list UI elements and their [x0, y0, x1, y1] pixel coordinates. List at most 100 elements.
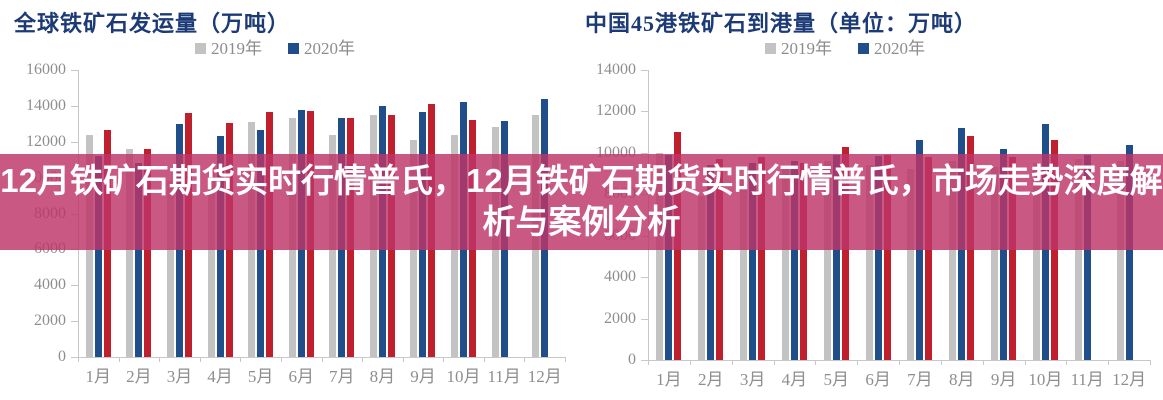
bar-2019年-4月	[781, 167, 789, 360]
y-axis-tick	[71, 105, 78, 107]
bar-2020年-9月	[1000, 148, 1008, 360]
y-axis-tick-label: 0	[628, 351, 636, 368]
x-axis-month-label: 1月	[85, 367, 112, 386]
bar-2019年-8月	[949, 161, 957, 360]
bar-2019年-2月	[126, 148, 134, 357]
bar-2020年-4月	[790, 161, 798, 360]
y-axis-tick-label: 2000	[34, 312, 66, 330]
bar-series2-2月	[144, 148, 152, 357]
headline-line-1: 12月铁矿石期货实时行情普氏，12月铁矿石期货实时行情普氏，市场走势深度解	[0, 162, 1163, 200]
y-axis-tick-label: 12000	[26, 132, 66, 150]
x-axis-tick	[443, 357, 445, 362]
x-axis-tick	[240, 357, 242, 362]
y-axis-tick	[641, 152, 648, 154]
bar-2019年-1月	[656, 152, 664, 360]
bar-series2-5月	[841, 146, 849, 360]
left-chart-legend: 2019年 2020年	[195, 40, 355, 57]
legend-label-2019: 2019年	[211, 38, 262, 58]
x-axis-month-label: 9月	[990, 370, 1017, 389]
x-axis-month-label: 12月	[527, 367, 562, 386]
bar-series2-3月	[758, 157, 766, 360]
legend-swatch-2020	[288, 42, 299, 54]
bar-2019年-7月	[907, 169, 915, 360]
x-axis-tick	[1150, 360, 1151, 365]
bar-2020年-7月	[916, 140, 924, 360]
x-axis-tick	[78, 357, 79, 362]
legend-swatch-2019	[765, 42, 776, 54]
x-axis-tick	[1066, 360, 1068, 365]
bar-2019年-3月	[740, 177, 748, 360]
x-axis-month-label: 11月	[487, 367, 521, 386]
x-axis-tick	[402, 357, 404, 362]
bar-2019年-11月	[1074, 159, 1082, 360]
x-axis-tick	[483, 357, 485, 362]
bar-series2-4月	[799, 163, 807, 360]
x-axis-tick	[1108, 360, 1110, 365]
legend-label-2019: 2019年	[781, 38, 832, 58]
legend-item-2019: 2019年	[765, 40, 832, 57]
bar-series2-2月	[716, 159, 724, 360]
bar-2020年-12月	[1125, 144, 1133, 360]
y-axis-tick-label: 16000	[26, 61, 66, 78]
y-axis-tick-label: 2000	[604, 309, 636, 327]
x-axis-month-label: 11月	[1070, 370, 1104, 389]
y-axis-tick	[71, 70, 78, 71]
x-axis-month-label: 6月	[288, 367, 314, 386]
y-axis-tick	[641, 111, 648, 113]
x-axis-month-label: 10月	[1028, 370, 1063, 389]
x-axis-month-label: 7月	[329, 367, 355, 386]
bar-2019年-9月	[991, 167, 999, 360]
bar-2020年-3月	[749, 163, 757, 360]
bar-2020年-2月	[707, 165, 715, 360]
right-chart-legend: 2019年 2020年	[765, 40, 925, 57]
bar-2019年-12月	[1116, 161, 1124, 360]
x-axis-month-label: 1月	[656, 370, 682, 389]
x-axis-tick	[982, 360, 984, 365]
x-axis-tick	[648, 360, 649, 365]
x-axis-month-label: 12月	[1112, 370, 1147, 389]
bar-series2-9月	[1009, 157, 1017, 360]
left-chart-title: 全球铁矿石发运量（万吨）	[14, 11, 291, 36]
y-axis-tick	[641, 277, 648, 279]
x-axis-tick	[1024, 360, 1026, 365]
y-axis-tick	[641, 318, 648, 320]
headline-line-2: 析与案例分析	[482, 203, 681, 240]
legend-item-2019: 2019年	[195, 40, 262, 57]
x-axis-tick	[773, 360, 775, 365]
bar-2020年-2月	[135, 163, 143, 357]
legend-swatch-2019	[195, 42, 206, 54]
y-axis-tick-label: 14000	[26, 96, 66, 114]
x-axis-tick	[159, 357, 161, 362]
bar-2019年-6月	[865, 165, 873, 360]
x-axis-tick	[940, 360, 942, 365]
y-axis-tick	[71, 141, 78, 143]
bar-2019年-5月	[823, 161, 831, 360]
bar-2019年-10月	[1032, 163, 1040, 360]
x-axis-tick	[199, 357, 201, 362]
legend-item-2020: 2020年	[288, 40, 355, 57]
x-axis-month-label: 8月	[949, 370, 975, 389]
x-axis-tick	[524, 357, 526, 362]
y-axis-tick-label: 0	[58, 348, 66, 365]
x-axis-month-label: 4月	[781, 370, 808, 389]
bar-2019年-3月	[166, 181, 174, 357]
x-axis-month-label: 3月	[166, 367, 193, 386]
bar-2019年-2月	[698, 196, 706, 360]
right-chart-title: 中国45港铁矿石到港量（单位：万吨）	[585, 11, 978, 36]
y-axis-tick	[71, 285, 78, 287]
x-axis-month-label: 9月	[410, 367, 436, 386]
x-axis-tick	[321, 357, 323, 362]
x-axis-tick	[899, 360, 900, 365]
y-axis-tick	[71, 357, 78, 358]
y-axis-tick	[641, 360, 648, 361]
x-axis-month-label: 4月	[207, 367, 233, 386]
y-axis-tick-label: 14000	[596, 61, 636, 78]
x-axis-month-label: 2月	[698, 370, 724, 389]
bar-2019年-4月	[207, 166, 215, 357]
x-axis-month-label: 6月	[865, 370, 891, 389]
bar-series2-7月	[925, 157, 933, 360]
bar-2020年-11月	[1083, 154, 1091, 360]
bar-2020年-1月	[94, 156, 102, 357]
y-axis-tick	[641, 70, 648, 71]
